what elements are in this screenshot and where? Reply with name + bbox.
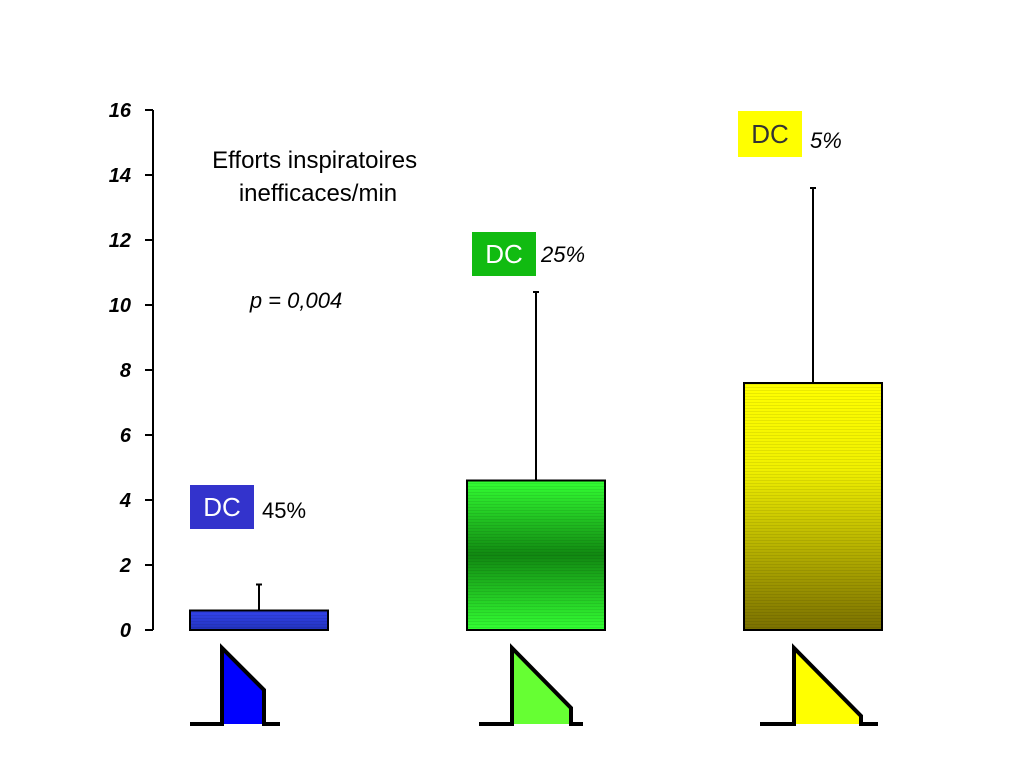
badge-box: [738, 111, 802, 157]
y-tick-label: 14: [109, 165, 131, 187]
percent-label: 25%: [540, 242, 585, 267]
p-value-annotation: p = 0,004: [249, 288, 342, 313]
badge-label: DC: [203, 492, 241, 522]
percent-label: 45%: [262, 498, 306, 523]
y-tick-label: 10: [109, 295, 131, 317]
y-tick-label: 4: [119, 490, 131, 512]
badge-box: [472, 232, 536, 276]
y-tick-label: 2: [119, 555, 131, 577]
waveform-outline: [479, 643, 583, 726]
bar-texture: [745, 384, 881, 629]
bar-texture: [468, 481, 604, 629]
waveform-outline: [760, 643, 878, 726]
waveform-fill: [222, 648, 264, 724]
y-tick-label: 12: [109, 230, 131, 252]
y-axis-ticks: 0 2 4 6 8 10 12 14 16: [109, 100, 153, 642]
chart-title: Efforts inspiratoires inefficaces/min: [212, 147, 424, 207]
y-tick-label: 8: [120, 360, 132, 382]
waveform-outline: [190, 643, 280, 726]
waveform-fill: [512, 648, 571, 724]
badge-label: DC: [485, 239, 523, 269]
percent-label: 5%: [810, 128, 842, 153]
bars-group: DC 45% DC 25% DC 5%: [189, 111, 883, 631]
waveforms-group: [190, 643, 878, 726]
badge-label: DC: [751, 119, 789, 149]
y-tick-label: 16: [109, 100, 132, 122]
y-tick-label: 0: [120, 620, 131, 642]
badge-box: [190, 485, 254, 529]
y-tick-label: 6: [120, 425, 132, 447]
bar-texture: [191, 611, 327, 629]
